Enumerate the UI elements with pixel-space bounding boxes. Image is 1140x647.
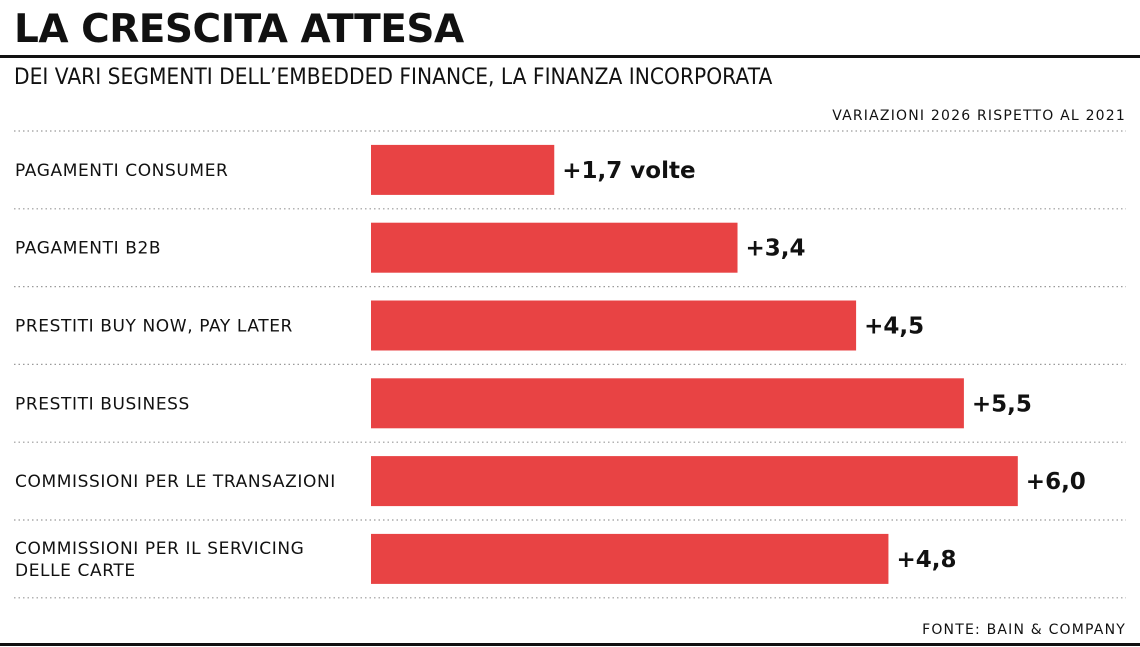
bar xyxy=(371,533,889,584)
bar xyxy=(371,378,964,429)
value-label: +4,8 xyxy=(896,547,956,573)
category-label: PAGAMENTI CONSUMER xyxy=(15,161,228,181)
value-label: +6,0 xyxy=(1026,469,1086,495)
chart-title: LA CRESCITA ATTESA xyxy=(14,7,464,52)
bar xyxy=(371,222,738,273)
category-label: DELLE CARTE xyxy=(15,561,136,581)
category-label: COMMISSIONI PER LE TRANSAZIONI xyxy=(15,472,336,492)
value-label: +3,4 xyxy=(746,236,806,262)
bar xyxy=(371,144,555,195)
value-label: +1,7 volte xyxy=(562,158,695,184)
category-label: PAGAMENTI B2B xyxy=(15,239,161,259)
title-rule xyxy=(0,55,1140,58)
value-label: +4,5 xyxy=(864,314,924,340)
category-label: PRESTITI BUSINESS xyxy=(15,394,190,414)
category-label: COMMISSIONI PER IL SERVICING xyxy=(15,539,304,559)
bar xyxy=(371,300,857,351)
chart-subtitle: DEI VARI SEGMENTI DELL’EMBEDDED FINANCE,… xyxy=(14,65,773,90)
bottom-rule xyxy=(0,643,1140,646)
value-label: +5,5 xyxy=(972,391,1032,417)
variation-note: VARIAZIONI 2026 RISPETTO AL 2021 xyxy=(832,108,1126,124)
source-note: FONTE: BAIN & COMPANY xyxy=(922,622,1126,638)
bar xyxy=(371,456,1018,507)
category-label: PRESTITI BUY NOW, PAY LATER xyxy=(15,317,293,337)
